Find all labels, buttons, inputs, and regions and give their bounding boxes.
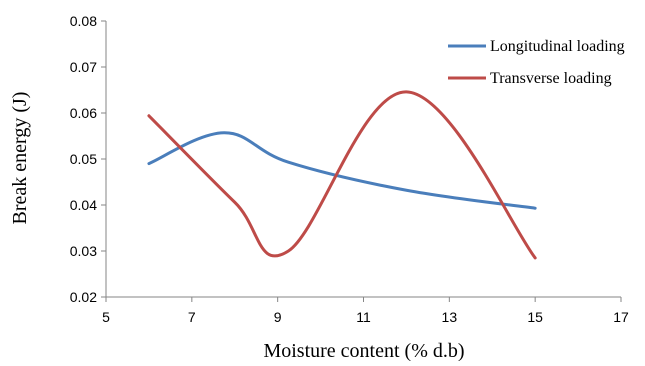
series-line-transverse-loading — [147, 90, 537, 260]
tick-labels: 0.02 0.03 0.04 0.05 0.06 0.07 0.08 5 7 9 11 13 15 17 — [70, 13, 629, 325]
y-tick-label: 0.06 — [70, 105, 97, 121]
series-line-longitudinal-loading — [147, 131, 537, 210]
axes — [101, 20, 622, 302]
x-tick-label: 13 — [442, 309, 458, 325]
x-tick-label: 15 — [527, 309, 543, 325]
y-tick-label: 0.04 — [70, 197, 97, 213]
y-tick-label: 0.07 — [70, 59, 97, 75]
x-tick-label: 5 — [102, 309, 110, 325]
series-lines — [147, 90, 537, 260]
x-tick-label: 7 — [188, 309, 196, 325]
x-tick-label: 17 — [613, 309, 629, 325]
y-axis-title: Break energy (J) — [9, 92, 31, 225]
y-tick-label: 0.05 — [70, 151, 97, 167]
legend: Longitudinal loading Transverse loading — [448, 38, 625, 87]
x-axis-title: Moisture content (% d.b) — [263, 340, 464, 361]
y-tick-label: 0.08 — [70, 13, 97, 29]
x-tick-label: 9 — [274, 309, 282, 325]
legend-label-longitudinal-loading: Longitudinal loading — [490, 38, 625, 55]
x-tick-label: 11 — [356, 309, 371, 325]
legend-label-transverse-loading: Transverse loading — [490, 70, 612, 87]
y-tick-label: 0.02 — [70, 289, 97, 305]
y-tick-label: 0.03 — [70, 243, 97, 259]
